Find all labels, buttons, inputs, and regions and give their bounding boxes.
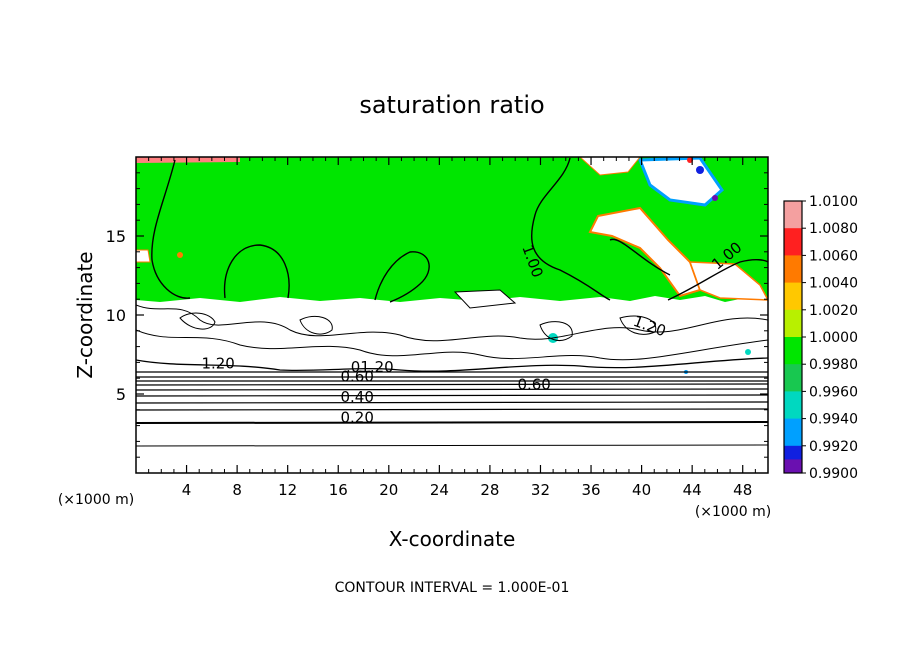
colorbar-swatch	[784, 337, 802, 365]
speckle	[696, 166, 704, 174]
white-patch	[136, 157, 240, 163]
colorbar-swatch	[784, 201, 802, 229]
contour-label: 0.60	[517, 375, 550, 393]
colorbar-label: 1.0020	[809, 303, 858, 319]
white-patch	[588, 206, 702, 298]
plot-area	[136, 157, 768, 473]
colorbar-swatch	[784, 282, 802, 311]
contour-line	[299, 315, 333, 335]
contour-line	[136, 329, 768, 361]
white-patch	[136, 249, 151, 263]
x-tick-label: 16	[329, 481, 348, 499]
contour-line	[609, 238, 671, 276]
colorbar-swatch	[784, 364, 802, 392]
contour-lines-lower	[136, 304, 768, 447]
colorbar-label: 0.9980	[809, 357, 858, 373]
colorbar-label: 0.9900	[809, 466, 858, 482]
contour-line	[374, 251, 430, 303]
x-tick-label: 40	[632, 481, 651, 499]
contour-line	[619, 315, 657, 335]
x-axis-ticks: 4 8 12 16 20 24 28 32 36 40 44 48	[148, 157, 756, 499]
colorbar-swatch	[784, 418, 802, 447]
white-patch	[453, 289, 517, 309]
speckle	[745, 349, 751, 355]
y-axis-label: Z-coordinate	[73, 251, 97, 378]
contour-interval-note: CONTOUR INTERVAL = 1.000E-01	[335, 580, 570, 596]
contour-line	[136, 444, 768, 447]
subsaturated-patches	[136, 157, 768, 309]
contour-label: 1.20	[201, 355, 234, 373]
colorbar-label: 1.0100	[809, 194, 858, 210]
contour-line	[531, 157, 611, 301]
contour-label: .01.20	[346, 358, 394, 376]
x-tick-label: 8	[232, 481, 242, 499]
y-tick-label: 5	[116, 385, 126, 404]
x-tick-label: 36	[581, 481, 600, 499]
contour-line	[539, 321, 573, 341]
x-tick-label: 4	[182, 481, 192, 499]
colorbar-swatch	[784, 255, 802, 284]
contour-line	[667, 259, 768, 301]
contour-line	[136, 304, 768, 342]
contour-line	[151, 159, 191, 299]
contour-label: 0.20	[340, 408, 373, 426]
x-tick-label: 32	[531, 481, 550, 499]
colorbar-swatch	[784, 391, 802, 420]
chart-title: saturation ratio	[359, 91, 544, 119]
speckle	[687, 157, 693, 163]
colorbar-label: 0.9960	[809, 384, 858, 400]
contour-line	[179, 312, 216, 330]
x-tick-label: 44	[683, 481, 702, 499]
colorbar-label: 1.0060	[809, 248, 858, 264]
saturated-region	[136, 157, 768, 302]
colorbar-swatch	[784, 459, 802, 473]
x-tick-label: 20	[379, 481, 398, 499]
white-patch	[579, 157, 641, 176]
contour-line	[136, 394, 768, 397]
contour-label: 0.40	[340, 388, 373, 406]
colorbar-swatch	[784, 228, 802, 256]
colorbar-label: 1.0040	[809, 276, 858, 292]
x-tick-label: 24	[430, 481, 449, 499]
speckle	[177, 252, 183, 258]
colorbar-label: 0.9920	[809, 439, 858, 455]
x-unit-label-left: (×1000 m)	[58, 492, 134, 508]
y-tick-label: 10	[106, 306, 126, 325]
speckle	[712, 195, 718, 201]
contour-line	[136, 401, 768, 404]
x-axis-label: X-coordinate	[389, 527, 516, 551]
y-axis-ticks: 5 10 15	[106, 172, 768, 458]
colorbar: 1.0100 1.0080 1.0060 1.0040 1.0020 1.0000 0.99…	[783, 194, 858, 482]
contour-lines-upper	[151, 157, 768, 303]
contour-line	[136, 408, 768, 411]
contour-labels: 0.200.400.60 0.601.20.01.201.00 1.001.20	[201, 238, 745, 426]
contour-label: 0.60	[340, 367, 373, 385]
colorbar-label: 0.9940	[809, 412, 858, 428]
x-unit-label-right: (×1000 m)	[695, 504, 771, 520]
contour-line	[136, 421, 768, 424]
x-tick-label: 28	[480, 481, 499, 499]
contour-line	[223, 244, 290, 299]
contour-line	[136, 383, 768, 386]
x-tick-label: 48	[733, 481, 752, 499]
colorbar-swatch	[784, 309, 802, 338]
y-tick-label: 15	[106, 227, 126, 246]
contour-line	[136, 388, 768, 391]
colorbar-label: 1.0000	[809, 330, 858, 346]
x-tick-label: 12	[278, 481, 297, 499]
contour-line	[136, 357, 768, 372]
colorbar-label: 1.0080	[809, 221, 858, 237]
